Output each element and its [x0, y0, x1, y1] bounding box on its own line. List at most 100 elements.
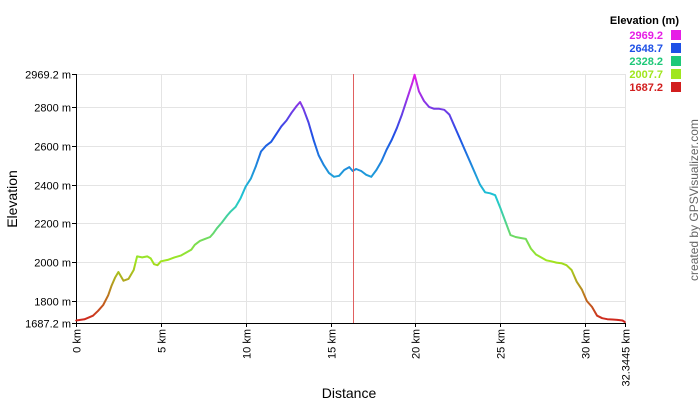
elevation-point: [479, 183, 481, 186]
elevation-point: [411, 82, 413, 85]
elevation-point: [83, 318, 86, 321]
elevation-point: [396, 127, 398, 129]
x-tick-label: 25 km: [496, 329, 508, 359]
elevation-point: [338, 175, 340, 177]
elevation-point: [234, 206, 237, 208]
elevation-point: [312, 139, 315, 141]
y-tick-labels: 1687.2 m 1800 m 2000 m 2200 m 2400 m 2600 m 28…: [25, 70, 71, 331]
elevation-point: [370, 176, 373, 178]
elevation-point: [110, 284, 113, 287]
elevation-point: [102, 304, 104, 306]
elevation-point: [360, 170, 363, 172]
elevation-point: [474, 172, 476, 174]
elevation-point: [323, 164, 325, 166]
x-tick-label: 5 km: [157, 329, 169, 353]
elevation-point: [107, 294, 109, 297]
elevation-point: [270, 141, 273, 143]
y-axis-title: Elevation: [4, 170, 20, 228]
y-tick-label: 1687.2 m: [25, 319, 71, 331]
elevation-point: [328, 172, 330, 174]
elevation-point: [535, 253, 537, 256]
elevation-point: [348, 166, 351, 168]
elevation-point: [586, 300, 588, 302]
elevation-point: [560, 262, 563, 265]
elevation-point: [307, 121, 310, 124]
elevation-point: [581, 288, 583, 291]
y-tick-label: 2200 m: [34, 219, 71, 231]
legend-swatch: [671, 56, 681, 66]
elevation-line-layer: [75, 73, 626, 323]
elevation-point: [209, 236, 211, 238]
elevation-point: [127, 278, 130, 280]
elevation-point: [438, 108, 441, 110]
elevation-point: [132, 269, 135, 271]
elevation-point: [380, 160, 383, 162]
elevation-point: [180, 254, 182, 257]
elevation-point: [624, 321, 626, 323]
x-tick-label: 30 km: [581, 329, 593, 359]
elevation-point: [317, 154, 320, 157]
elevation-point: [97, 310, 99, 312]
legend-entry-label: 2328.2: [629, 56, 663, 68]
elevation-point: [185, 251, 188, 254]
elevation-point: [333, 176, 335, 178]
elevation-point: [299, 101, 301, 103]
elevation-point: [122, 279, 125, 282]
legend-entry-label: 1687.2: [629, 82, 663, 94]
legend-swatch: [671, 43, 681, 53]
legend-swatch: [671, 82, 681, 92]
elevation-point: [285, 119, 288, 122]
elevation-point: [153, 263, 155, 266]
legend: Elevation (m) 2969.22648.72328.22007.716…: [610, 15, 681, 94]
elevation-point: [448, 113, 451, 116]
elevation-point: [519, 237, 522, 239]
elevation-point: [190, 248, 193, 251]
elevation-point: [194, 244, 196, 246]
elevation-point: [260, 150, 262, 153]
credit-text: created by GPSVisualizer.com: [687, 119, 700, 281]
elevation-point: [280, 125, 283, 128]
elevation-point: [385, 148, 388, 151]
plot-axes: [72, 74, 626, 327]
elevation-point: [443, 109, 446, 111]
elevation-point: [611, 318, 614, 321]
elevation-point: [621, 319, 624, 322]
elevation-point: [591, 306, 593, 308]
elevation-point: [596, 314, 598, 317]
elevation-point: [514, 236, 517, 238]
elevation-point: [75, 319, 77, 322]
elevation-point: [114, 277, 116, 279]
elevation-point: [453, 125, 456, 128]
elevation-point: [555, 261, 558, 264]
elevation-point: [463, 148, 466, 151]
legend-entry-label: 2007.7: [629, 69, 663, 81]
elevation-point: [570, 269, 573, 271]
elevation-point: [117, 271, 120, 273]
elevation-point: [540, 256, 542, 259]
elevation-point: [141, 256, 143, 259]
elevation-point: [212, 232, 215, 234]
elevation-point: [149, 257, 152, 260]
elevation-profile-line: [75, 73, 626, 323]
elevation-point: [433, 108, 435, 110]
elevation-point: [406, 98, 408, 100]
elevation-point: [239, 197, 242, 199]
elevation-point: [601, 317, 603, 320]
y-tick-label: 2400 m: [34, 181, 71, 193]
elevation-point: [275, 133, 278, 135]
elevation-point: [550, 260, 553, 263]
elevation-point: [494, 194, 497, 196]
elevation-point: [616, 319, 619, 321]
legend-entry-label: 2969.2: [629, 30, 663, 42]
elevation-point: [423, 100, 425, 102]
elevation-point: [606, 318, 609, 321]
elevation-point: [575, 280, 578, 283]
elevation-point: [250, 177, 252, 180]
elevation-point: [458, 137, 461, 139]
elevation-point: [221, 221, 223, 224]
elevation-point: [530, 247, 532, 250]
elevation-point: [413, 74, 416, 76]
elevation-point: [375, 169, 378, 171]
grid-lines: [76, 74, 626, 324]
